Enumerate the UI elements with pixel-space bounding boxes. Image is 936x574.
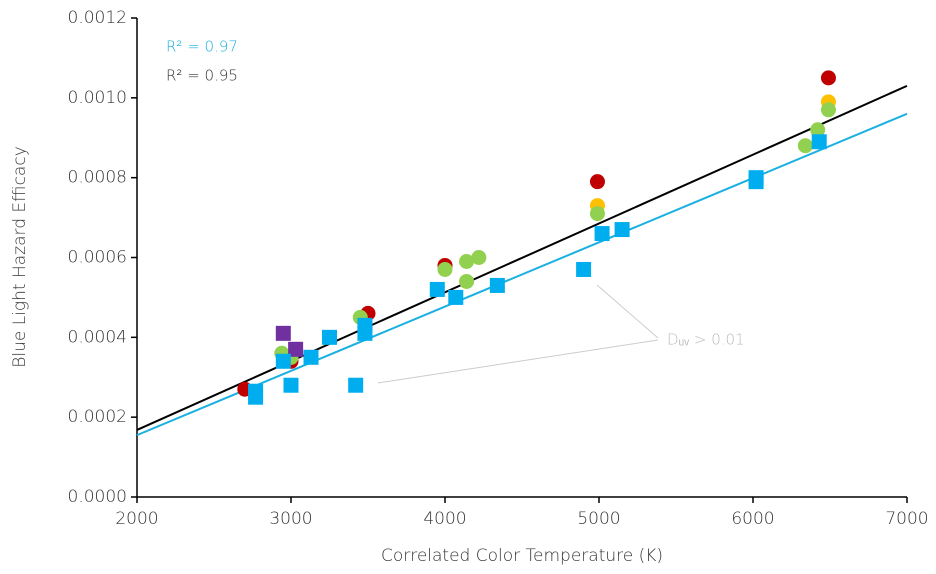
point [471,250,487,265]
point [322,329,337,345]
x-tick-label: 3000 [269,509,312,529]
point [589,174,605,190]
x-tick-label: 4000 [423,509,466,529]
annotation: R² = 0.97 [166,38,238,56]
point [810,122,826,138]
x-tick-label: 5000 [577,509,620,529]
point [459,273,475,289]
point [459,253,475,269]
point [283,377,299,393]
point [811,134,827,150]
leader-line [596,284,659,339]
y-tick-label: 0.0010 [68,88,127,108]
leader-line [377,339,659,384]
point [489,277,505,293]
point [594,226,610,242]
point [429,281,445,297]
point [448,289,464,305]
annotation: Dᵤᵥ > 0.01 [667,331,745,349]
point [748,174,764,190]
y-tick-label: 0.0000 [68,487,127,507]
point [437,261,453,277]
y-tick-label: 0.0004 [68,327,127,347]
point [248,389,264,405]
point [275,325,291,341]
point [820,70,836,86]
point [348,377,364,393]
point [275,353,291,369]
y-tick-label: 0.0008 [68,168,127,188]
y-axis-title: Blue Light Hazard Efficacy [10,146,30,368]
x-tick-label: 6000 [731,509,774,529]
y-tick-label: 0.0006 [68,248,127,268]
x-axis-title: Correlated Color Temperature (K) [381,546,663,566]
point [576,261,592,277]
fit-line [136,112,908,437]
point [820,102,836,118]
point [288,341,304,357]
point [357,317,373,333]
fit-line [136,84,908,431]
y-tick-label: 0.0012 [68,8,127,28]
y-tick-label: 0.0002 [68,407,127,427]
annotation: R² = 0.95 [166,67,238,85]
x-tick-label: 7000 [885,509,928,529]
point [589,206,605,222]
point [797,138,813,154]
x-tick-label: 2000 [115,509,158,529]
point [614,222,630,238]
point [303,349,319,365]
